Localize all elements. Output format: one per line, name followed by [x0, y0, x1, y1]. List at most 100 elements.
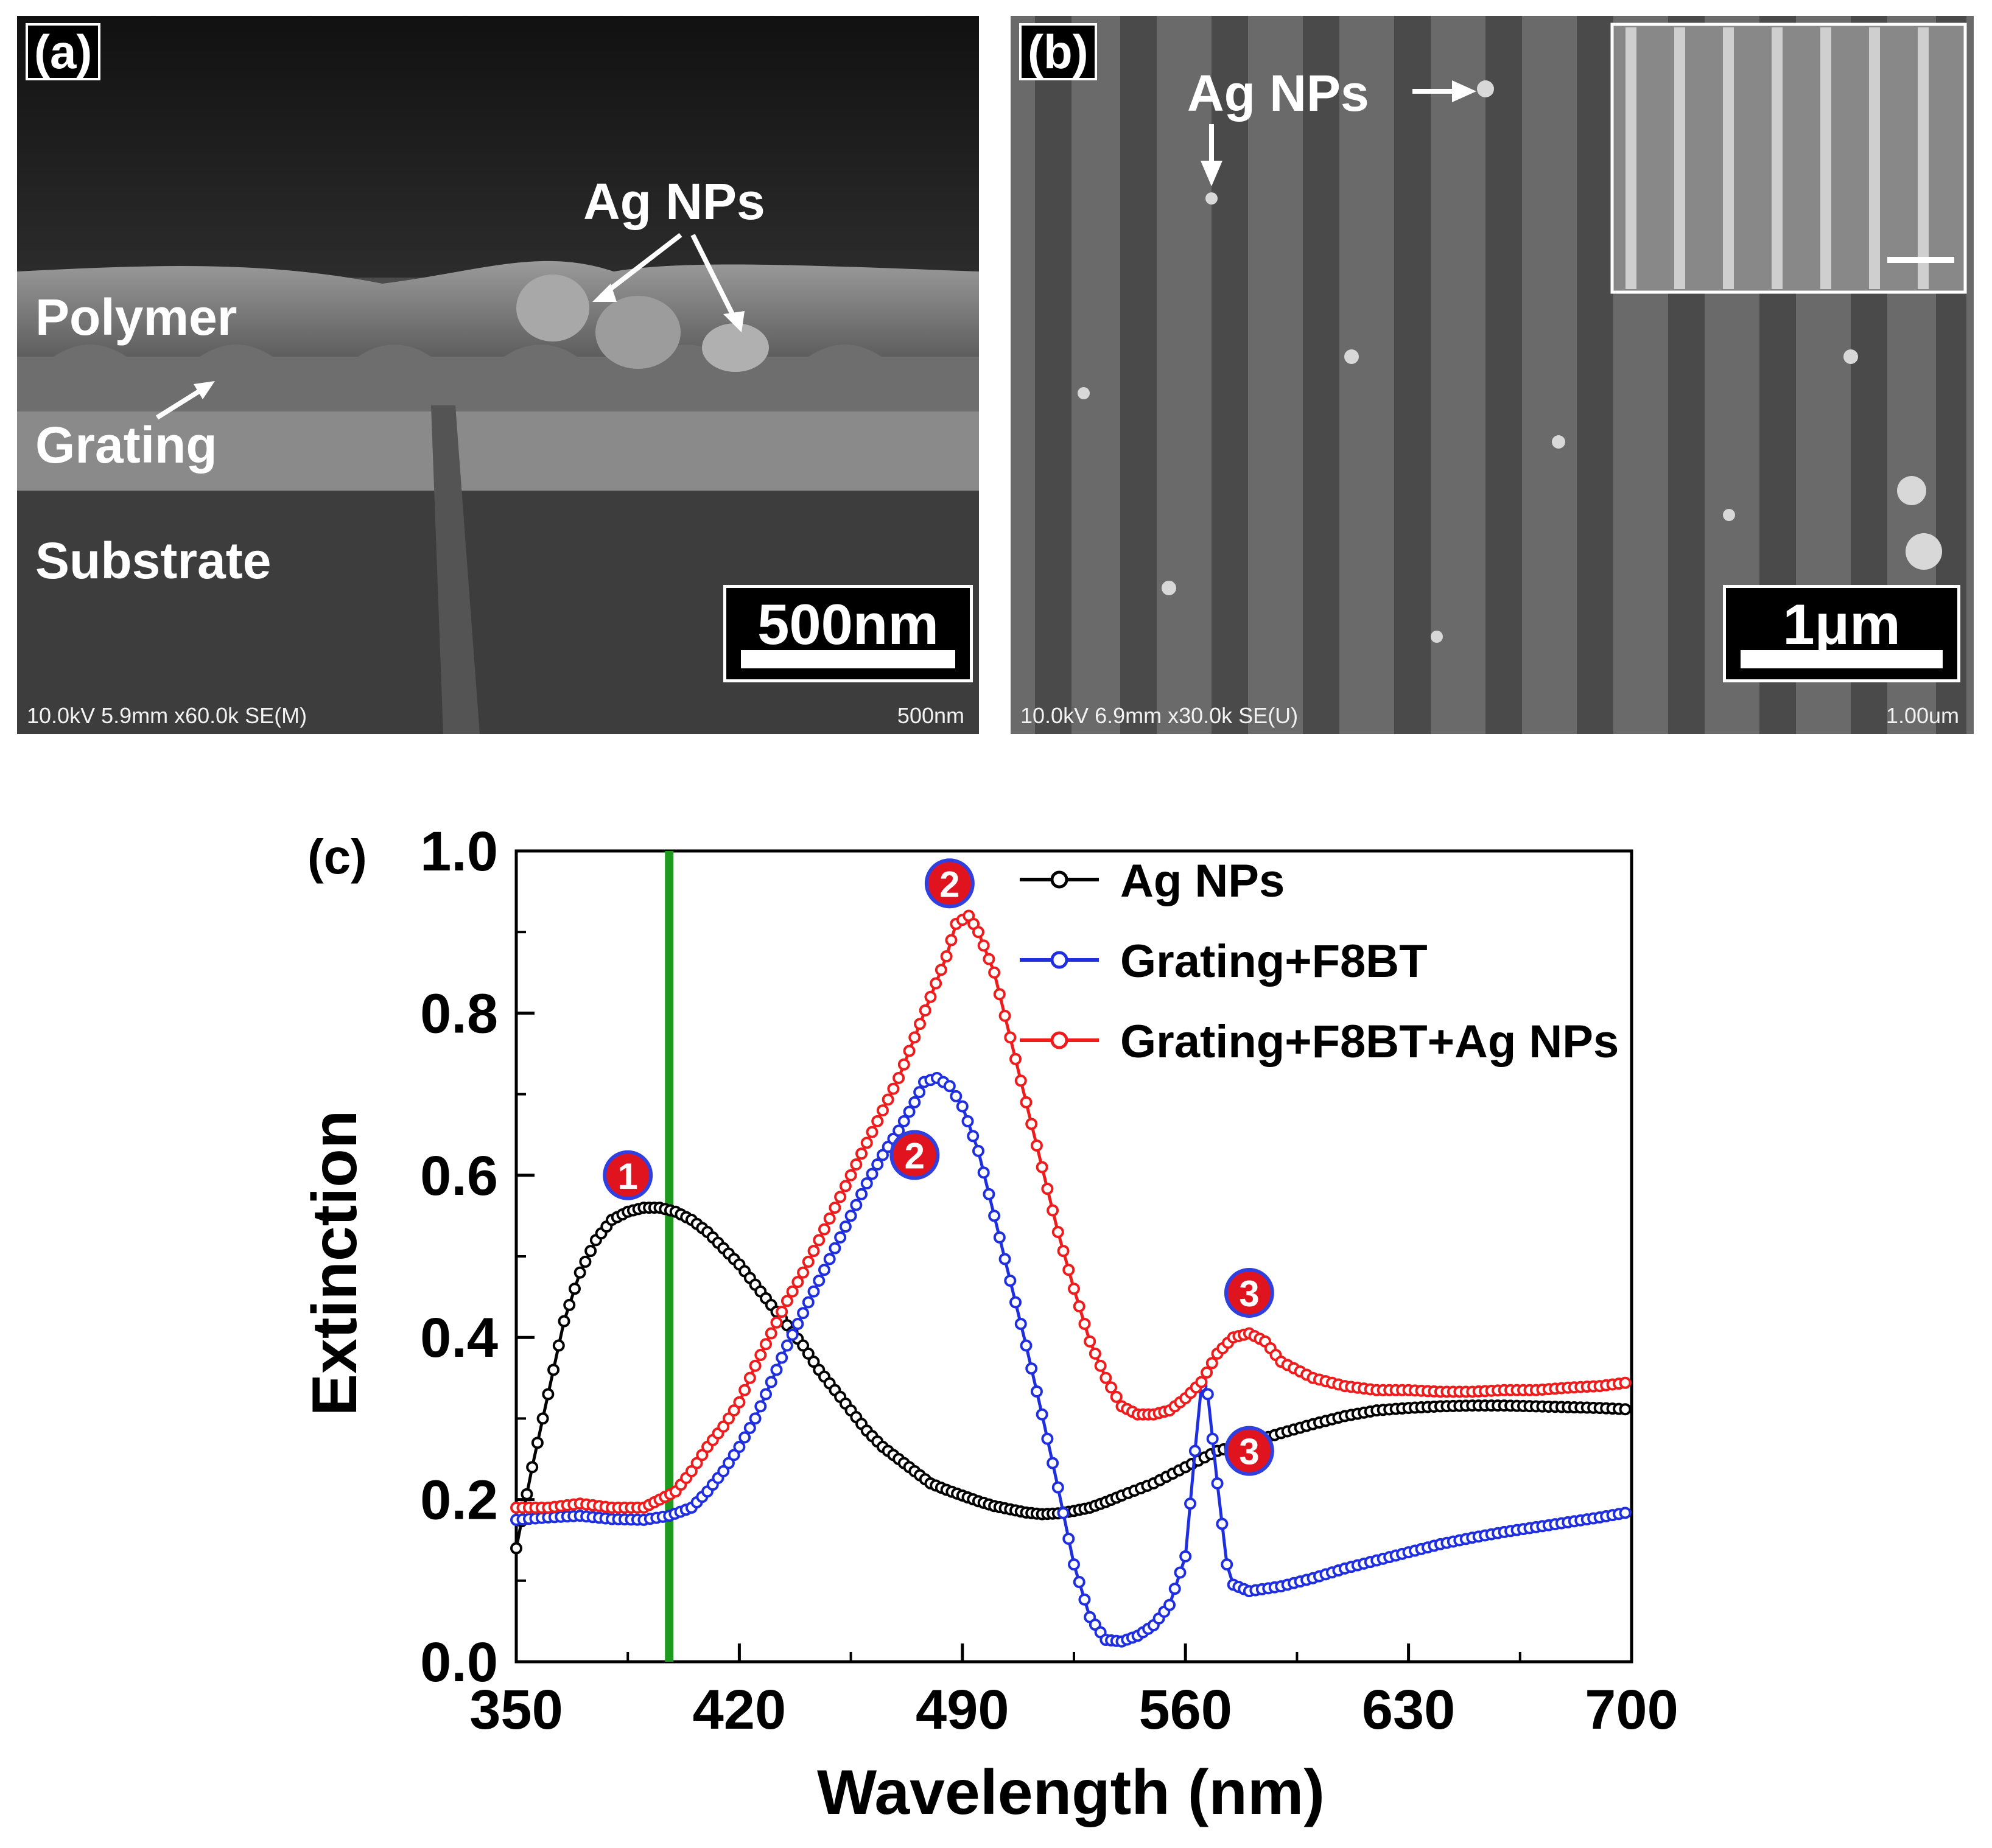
series-marker-2: [1009, 1052, 1022, 1065]
series-marker-1: [1078, 1593, 1091, 1606]
plot-area: 350 420 490 560 630 700 0.0 0.2 0.4 0.6 0.8 1.0 1 2 2 3…: [420, 821, 1678, 1741]
series-marker-2: [1099, 1371, 1112, 1384]
series-marker-2: [834, 1191, 847, 1203]
series-marker-1: [1619, 1507, 1632, 1519]
series-marker-1: [850, 1199, 863, 1211]
series-marker-1: [956, 1100, 969, 1113]
series-marker-2: [1201, 1366, 1213, 1379]
x-axis-title: Wavelength (nm): [817, 1757, 1325, 1828]
series-marker-0: [579, 1255, 592, 1268]
series-marker-1: [1004, 1274, 1017, 1287]
series-marker-1: [1174, 1566, 1187, 1579]
scale-bar-a-line: [741, 650, 955, 668]
scale-bar-a-label: 500nm: [757, 592, 939, 656]
series-marker-2: [791, 1276, 804, 1289]
series-marker-1: [1047, 1457, 1059, 1469]
series-marker-1: [818, 1264, 830, 1276]
series-marker-1: [722, 1457, 735, 1469]
sem-image-a: [17, 16, 979, 734]
series-marker-2: [893, 1071, 905, 1084]
series-marker-1: [893, 1124, 905, 1137]
series-marker-2: [945, 934, 958, 947]
legend-swatch-marker: [1050, 951, 1068, 969]
y-axis-title: Extinction: [300, 1110, 370, 1416]
series-marker-2: [993, 988, 1006, 1001]
series-marker-1: [1041, 1432, 1054, 1445]
series-marker-1: [807, 1285, 820, 1298]
series-marker-2: [839, 1180, 852, 1192]
series-marker-2: [1084, 1335, 1096, 1348]
series-marker-2: [749, 1359, 762, 1372]
series-marker-1: [897, 1115, 910, 1127]
series-marker-2: [743, 1371, 756, 1384]
series-marker-1: [765, 1376, 777, 1388]
series-marker-0: [552, 1339, 565, 1352]
series-marker-1: [860, 1177, 873, 1190]
peak-marker-label: 3: [1239, 1273, 1259, 1314]
series-marker-2: [717, 1420, 730, 1433]
series-marker-2: [855, 1147, 868, 1160]
legend-swatch-marker: [1050, 870, 1068, 889]
legend-label: Grating+F8BT: [1120, 936, 1428, 987]
series-marker-2: [685, 1465, 698, 1477]
series-marker-1: [738, 1431, 751, 1444]
y-tick-label: 0.2: [420, 1469, 498, 1531]
series-marker-2: [1105, 1381, 1118, 1394]
ag-nps-arrows-b: [1201, 80, 1476, 186]
series-marker-2: [882, 1093, 894, 1106]
series-marker-0: [542, 1388, 555, 1401]
series-marker-2: [1057, 1245, 1070, 1258]
series-marker-1: [717, 1465, 730, 1477]
series-marker-1: [983, 1188, 995, 1200]
series-marker-2: [866, 1125, 879, 1138]
series-marker-2: [908, 1031, 921, 1044]
series-marker-0: [807, 1356, 820, 1368]
series-marker-1: [998, 1253, 1011, 1265]
series-marker-0: [536, 1412, 549, 1425]
series-marker-2: [871, 1115, 884, 1127]
series-marker-2: [728, 1404, 740, 1417]
peak-marker-label: 2: [939, 864, 959, 905]
series-marker-1: [1216, 1517, 1229, 1530]
series-marker-2: [930, 977, 942, 990]
series-marker-1: [871, 1158, 884, 1171]
series-marker-2: [1094, 1359, 1107, 1372]
series-marker-1: [776, 1351, 788, 1364]
sem-info-a: 10.0kV 5.9mm x60.0k SE(M): [27, 703, 307, 728]
peak-marker: [889, 1130, 940, 1180]
series-marker-1: [1179, 1550, 1192, 1563]
y-tick-label: 0.4: [420, 1307, 498, 1369]
series-marker-2: [738, 1384, 751, 1396]
x-tick-label: 700: [1585, 1679, 1678, 1741]
series-marker-1: [1168, 1583, 1181, 1595]
series-marker-0: [802, 1347, 815, 1360]
x-tick-label: 630: [1362, 1679, 1456, 1741]
series-marker-1: [1057, 1507, 1070, 1519]
series-marker-1: [1036, 1408, 1048, 1421]
series-marker-1: [733, 1441, 746, 1454]
sem-image-b: [1011, 16, 1974, 734]
panel-a-label: (a): [26, 23, 101, 80]
series-marker-1: [802, 1296, 815, 1309]
series-marker-0: [531, 1437, 544, 1449]
series-line-1: [516, 1076, 1632, 1643]
series-marker-1: [1163, 1598, 1176, 1611]
series-marker-0: [526, 1461, 539, 1474]
series-marker-0: [797, 1339, 810, 1352]
series-marker-2: [823, 1212, 836, 1225]
legend-label: Ag NPs: [1120, 855, 1285, 907]
series-marker-1: [1030, 1385, 1043, 1398]
series-marker-1: [993, 1231, 1006, 1244]
series-marker-1: [839, 1220, 852, 1233]
series-marker-1: [1211, 1477, 1224, 1489]
series-marker-1: [1188, 1444, 1201, 1457]
series-marker-2: [1051, 1226, 1064, 1239]
scale-bar-b-label: 1μm: [1783, 592, 1901, 656]
series-marker-1: [1206, 1432, 1219, 1445]
series-marker-2: [924, 990, 937, 1003]
series-marker-2: [776, 1306, 788, 1318]
peak-marker-label: 1: [618, 1156, 638, 1197]
y-tick-label: 1.0: [420, 821, 498, 883]
series-marker-2: [797, 1266, 810, 1279]
